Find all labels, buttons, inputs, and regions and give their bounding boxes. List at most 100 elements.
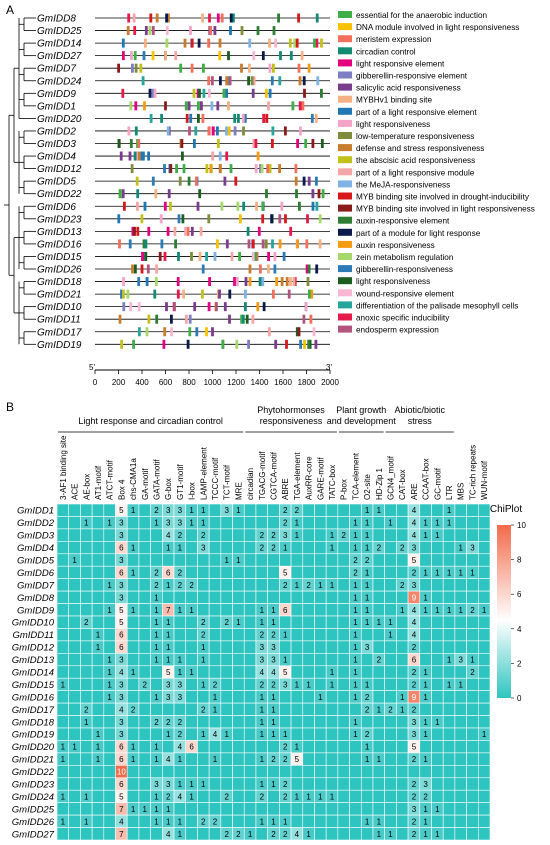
cell-value: 1: [189, 668, 194, 677]
element-box: [258, 277, 262, 287]
element-box: [149, 13, 153, 23]
heatmap-cell: [314, 528, 327, 542]
cell-value: 6: [119, 743, 124, 752]
heatmap-cell: [419, 740, 432, 754]
heatmap-cell: [302, 802, 315, 816]
cell-value: 2: [353, 568, 358, 577]
element-box: [181, 214, 185, 224]
heatmap-cell: [279, 615, 292, 629]
heatmap-cell: [314, 727, 327, 741]
heatmap-cell: [208, 765, 222, 779]
heatmap-cell: [185, 702, 198, 716]
heatmap-cell: [325, 565, 339, 579]
cell-value: 4: [166, 830, 171, 839]
heatmap-cell: [208, 827, 222, 841]
heatmap-cell: [396, 590, 409, 604]
cell-value: 1: [447, 606, 452, 615]
heatmap-cell: [232, 565, 245, 579]
heatmap-cell: [454, 516, 467, 530]
heatmap-cell: [431, 665, 444, 679]
heatmap-cell: [442, 740, 456, 754]
element-box: [306, 277, 310, 287]
heatmap-cell: [466, 715, 479, 729]
color-scale-tick-label: 2: [517, 659, 522, 668]
heatmap-cell: [185, 677, 198, 691]
element-box: [215, 302, 218, 312]
cell-value: 2: [201, 618, 206, 627]
heatmap-cell: [290, 565, 304, 579]
element-box: [268, 63, 272, 73]
heatmap-cell: [173, 640, 187, 654]
element-box: [134, 101, 138, 111]
heatmap-cell: [384, 553, 397, 567]
element-box: [211, 126, 215, 136]
element-box: [208, 277, 211, 287]
heatmap-cell: [314, 615, 327, 629]
element-box: [315, 176, 318, 186]
legend-swatch: [338, 180, 352, 188]
heatmap-cell: [138, 615, 151, 629]
element-box: [296, 139, 299, 148]
element-box: [297, 63, 301, 73]
heatmap-cell: [477, 503, 491, 517]
legend-label: salicylic acid responsiveness: [356, 84, 461, 93]
cell-value: 2: [224, 792, 229, 801]
heatmap-cell: [325, 590, 339, 604]
heatmap-cell: [279, 553, 292, 567]
element-box: [268, 88, 272, 98]
cell-value: 1: [423, 568, 428, 577]
heatmap-cell: [396, 665, 409, 679]
position-axis: 5' 3' 0 200 400 600 800 1000 1200 1400 1600 1800 2…: [89, 363, 339, 387]
element-box: [302, 76, 306, 86]
heatmap-cell: [431, 503, 444, 517]
gene-name: GmIDD3: [37, 139, 76, 150]
heatmap-cell: [396, 752, 409, 766]
element-box: [303, 339, 306, 349]
column-label: CCAAT-box: [422, 458, 431, 500]
element-box: [153, 289, 157, 299]
element-box: [240, 63, 243, 73]
row-label: GmIDD27: [12, 829, 55, 840]
element-box: [189, 113, 193, 123]
cell-value: 1: [154, 656, 159, 665]
cell-value: 2: [271, 631, 276, 640]
cell-value: 1: [201, 643, 206, 652]
heatmap-cell: [91, 677, 105, 691]
element-box: [208, 13, 211, 23]
element-box: [289, 51, 293, 61]
gene-name: GmIDD25: [37, 26, 82, 37]
heatmap-cell: [197, 752, 210, 766]
heatmap-cell: [68, 590, 81, 604]
gene-name: GmIDD5: [37, 177, 76, 188]
heatmap-cell: [337, 827, 350, 841]
heatmap-cell: [91, 777, 105, 791]
heatmap-cell: [91, 653, 105, 667]
heatmap-cell: [325, 827, 339, 841]
heatmap-cell: [442, 702, 456, 716]
heatmap-cell: [197, 690, 210, 704]
color-scale-title: ChiPlot: [490, 504, 522, 515]
cell-value: 3: [119, 656, 124, 665]
cell-value: 1: [423, 668, 428, 677]
cell-value: 2: [201, 705, 206, 714]
legend-label: essential for the anaerobic induction: [356, 11, 488, 20]
cell-value: 1: [306, 830, 311, 839]
gene-name: GmIDD26: [37, 265, 82, 276]
row-label: GmIDD3: [17, 531, 55, 542]
column-label: Box 4: [117, 479, 126, 500]
element-box: [117, 63, 120, 73]
heatmap-cell: [314, 640, 327, 654]
heatmap-cell: [56, 553, 69, 567]
element-box: [165, 38, 169, 48]
element-box: [207, 38, 211, 48]
cell-value: 1: [260, 606, 265, 615]
heatmap-cell: [384, 665, 397, 679]
cell-value: 2: [283, 780, 288, 789]
heatmap-cell: [302, 740, 315, 754]
heatmap-cell: [185, 827, 198, 841]
element-box: [122, 302, 126, 312]
element-box: [117, 139, 121, 148]
cell-value: 1: [96, 631, 101, 640]
heatmap-cell: [103, 740, 116, 754]
element-box: [155, 13, 159, 23]
